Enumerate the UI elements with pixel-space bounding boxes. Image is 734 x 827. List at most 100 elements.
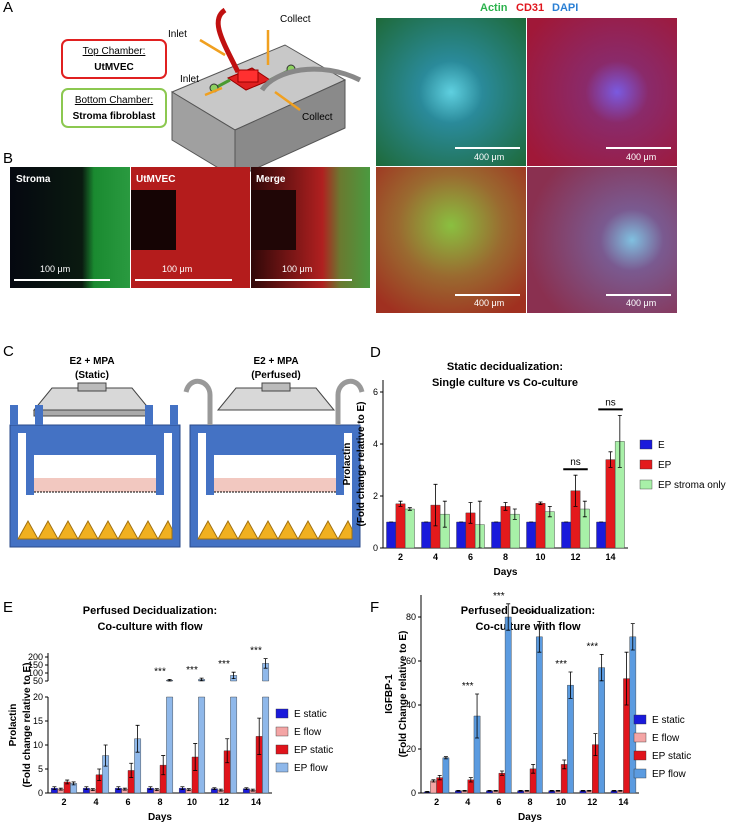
chart-title: Static decidualization: xyxy=(447,361,563,373)
y-tick-label: 40 xyxy=(406,700,416,710)
condition-label: (Perfused) xyxy=(251,370,300,381)
error-bar xyxy=(84,786,89,791)
error-bar xyxy=(587,789,592,792)
y-axis-label: Prolactin xyxy=(8,704,19,747)
x-tick-label: 8 xyxy=(157,797,162,807)
error-bar xyxy=(263,658,268,669)
legend-swatch xyxy=(639,479,653,490)
y-axis-label: (Fold change relative to E) xyxy=(22,662,33,787)
scale-label: 400 μm xyxy=(626,298,656,308)
error-bar xyxy=(493,789,498,792)
channel-shadow xyxy=(131,190,176,250)
error-bar xyxy=(568,671,573,699)
annotation: *** xyxy=(586,641,598,652)
legend-swatch xyxy=(633,768,647,779)
error-bar xyxy=(52,786,57,791)
x-tick-label: 12 xyxy=(587,797,597,807)
device xyxy=(170,7,362,179)
error-bar xyxy=(437,775,442,781)
x-tick-label: 4 xyxy=(93,797,98,807)
error-bar xyxy=(462,789,467,792)
bar xyxy=(166,680,173,794)
legend-label: EP flow xyxy=(652,769,686,780)
error-bar xyxy=(407,507,412,511)
bar xyxy=(430,504,441,549)
top-cells: UtMVEC xyxy=(94,62,133,73)
collect-label: Collect xyxy=(280,14,311,25)
bar xyxy=(504,616,512,794)
bar xyxy=(230,675,237,794)
y-tick-label: 200 xyxy=(28,652,43,662)
error-bar xyxy=(180,786,185,791)
panel-label: E xyxy=(3,599,13,616)
bar xyxy=(439,514,450,549)
legend-label: EP static xyxy=(652,751,691,762)
error-bar xyxy=(225,738,230,764)
error-bar xyxy=(442,500,447,528)
bar xyxy=(544,511,555,549)
error-bar xyxy=(443,756,448,760)
x-axis-label: Days xyxy=(518,812,542,823)
annotation: ns xyxy=(570,457,581,468)
x-tick-label: 10 xyxy=(535,552,545,562)
error-bar xyxy=(257,717,262,755)
error-bar xyxy=(599,654,604,682)
bar xyxy=(567,685,574,794)
error-bar xyxy=(503,502,508,511)
bar xyxy=(473,715,481,794)
bar xyxy=(596,521,607,549)
top-chamber-label: Top Chamber: xyxy=(83,46,146,57)
error-bar xyxy=(477,500,482,549)
legend-swatch xyxy=(275,708,289,719)
legend-swatch xyxy=(633,714,647,725)
error-bar xyxy=(608,451,613,468)
panel-label: A xyxy=(3,0,13,16)
panel-label: B xyxy=(3,150,13,167)
image-label: Stroma xyxy=(16,174,51,185)
perfused-well xyxy=(183,379,365,548)
panel-label: D xyxy=(370,344,381,361)
image-label: UtMVEC xyxy=(136,174,175,185)
error-bar xyxy=(231,671,236,679)
bar xyxy=(491,521,502,549)
bar xyxy=(605,459,616,549)
x-axis-label: Days xyxy=(494,567,518,578)
y-tick-label: 20 xyxy=(33,692,43,702)
y-tick-label: 150 xyxy=(28,660,43,670)
y-tick-label: 5 xyxy=(38,764,43,774)
x-tick-label: 6 xyxy=(125,797,130,807)
error-bar xyxy=(531,764,536,774)
micrograph xyxy=(527,18,677,166)
error-bar xyxy=(161,755,166,776)
error-bar xyxy=(122,787,127,791)
legend-swatch xyxy=(275,762,289,773)
chart-title: Co-culture with flow xyxy=(97,621,203,633)
y-tick-label: 0 xyxy=(38,788,43,798)
y-axis-label: (Fold Change relative to E) xyxy=(398,631,409,758)
scale-label: 400 μm xyxy=(474,152,504,162)
annotation: *** xyxy=(250,646,262,657)
scale-label: 100 μm xyxy=(282,264,312,274)
x-tick-label: 10 xyxy=(187,797,197,807)
error-bar xyxy=(148,786,153,791)
bar xyxy=(456,521,467,549)
error-bar xyxy=(549,789,554,792)
error-bar xyxy=(103,744,108,767)
error-bar xyxy=(582,500,587,518)
error-bar xyxy=(431,779,436,783)
x-axis-label: Days xyxy=(148,812,172,823)
y-tick-label: 15 xyxy=(33,716,43,726)
error-bar xyxy=(468,502,473,524)
x-tick-label: 14 xyxy=(251,797,261,807)
bar xyxy=(395,503,406,549)
bar xyxy=(598,667,605,794)
legend-label: EP flow xyxy=(294,763,328,774)
bar xyxy=(386,521,397,549)
x-tick-label: 6 xyxy=(468,552,473,562)
collect-label: Collect xyxy=(302,112,333,123)
error-bar xyxy=(512,508,517,520)
x-tick-label: 10 xyxy=(556,797,566,807)
bar xyxy=(465,512,476,549)
bar xyxy=(430,780,437,794)
error-bar xyxy=(199,677,204,682)
